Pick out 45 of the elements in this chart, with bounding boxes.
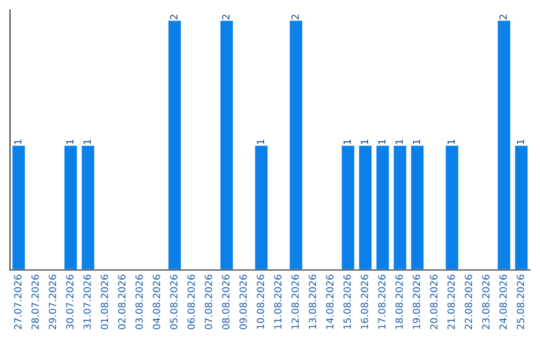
x-tick-label: 15.08.2026: [343, 274, 351, 329]
x-tick-label: 19.08.2026: [412, 274, 420, 329]
data-label: 1: [66, 140, 74, 144]
data-label: 1: [256, 140, 264, 144]
x-tick-label: 24.08.2026: [499, 274, 507, 330]
x-tick-label: 18.08.2026: [395, 274, 403, 329]
x-tick-label: 22.08.2026: [464, 274, 472, 330]
data-label: 2: [222, 14, 230, 20]
x-tick-label: 31.07.2026: [83, 274, 91, 330]
x-tick-label: 16.08.2026: [360, 274, 368, 329]
x-tick-label: 05.08.2026: [170, 274, 178, 330]
x-tick-label: 29.07.2026: [48, 274, 56, 330]
data-label: 2: [499, 14, 507, 20]
data-label: 1: [344, 140, 351, 144]
x-tick-label: 21.08.2026: [447, 274, 455, 330]
data-label: 1: [448, 140, 455, 144]
data-label: 2: [291, 14, 299, 20]
x-tick-label: 23.08.2026: [482, 274, 490, 330]
data-label: 1: [412, 140, 420, 144]
x-tick-label: 20.08.2026: [430, 274, 438, 330]
x-tick-label: 09.08.2026: [239, 274, 247, 330]
data-label: 2: [170, 14, 178, 20]
x-tick-label: 30.07.2026: [66, 274, 74, 330]
x-tick-label: 04.08.2026: [152, 274, 160, 330]
data-label: 1: [516, 140, 524, 144]
data-label: 1: [360, 140, 368, 144]
x-tick-label: 28.07.2026: [31, 274, 39, 330]
data-label: 1: [378, 140, 386, 144]
x-tick-label: 13.08.2026: [308, 274, 316, 329]
x-tick-label: 17.08.2026: [378, 274, 386, 329]
x-tick-label: 06.08.2026: [187, 274, 195, 330]
x-tick-label: 25.08.2026: [516, 274, 524, 330]
x-tick-label: 11.08.2026: [274, 274, 282, 329]
x-tick-label: 12.08.2026: [291, 274, 299, 329]
data-label: 1: [14, 140, 22, 144]
x-tick-label: 03.08.2026: [135, 274, 143, 330]
x-tick-label: 07.08.2026: [204, 274, 212, 330]
data-label: 1: [84, 140, 91, 144]
x-tick-label: 10.08.2026: [256, 274, 264, 329]
x-tick-label: 01.08.2026: [100, 274, 108, 330]
x-tick-label: 08.08.2026: [222, 274, 230, 330]
x-tick-label: 02.08.2026: [118, 274, 126, 330]
data-label: 1: [396, 140, 403, 144]
x-tick-label: 14.08.2026: [326, 274, 334, 329]
x-tick-label: 27.07.2026: [14, 274, 22, 330]
